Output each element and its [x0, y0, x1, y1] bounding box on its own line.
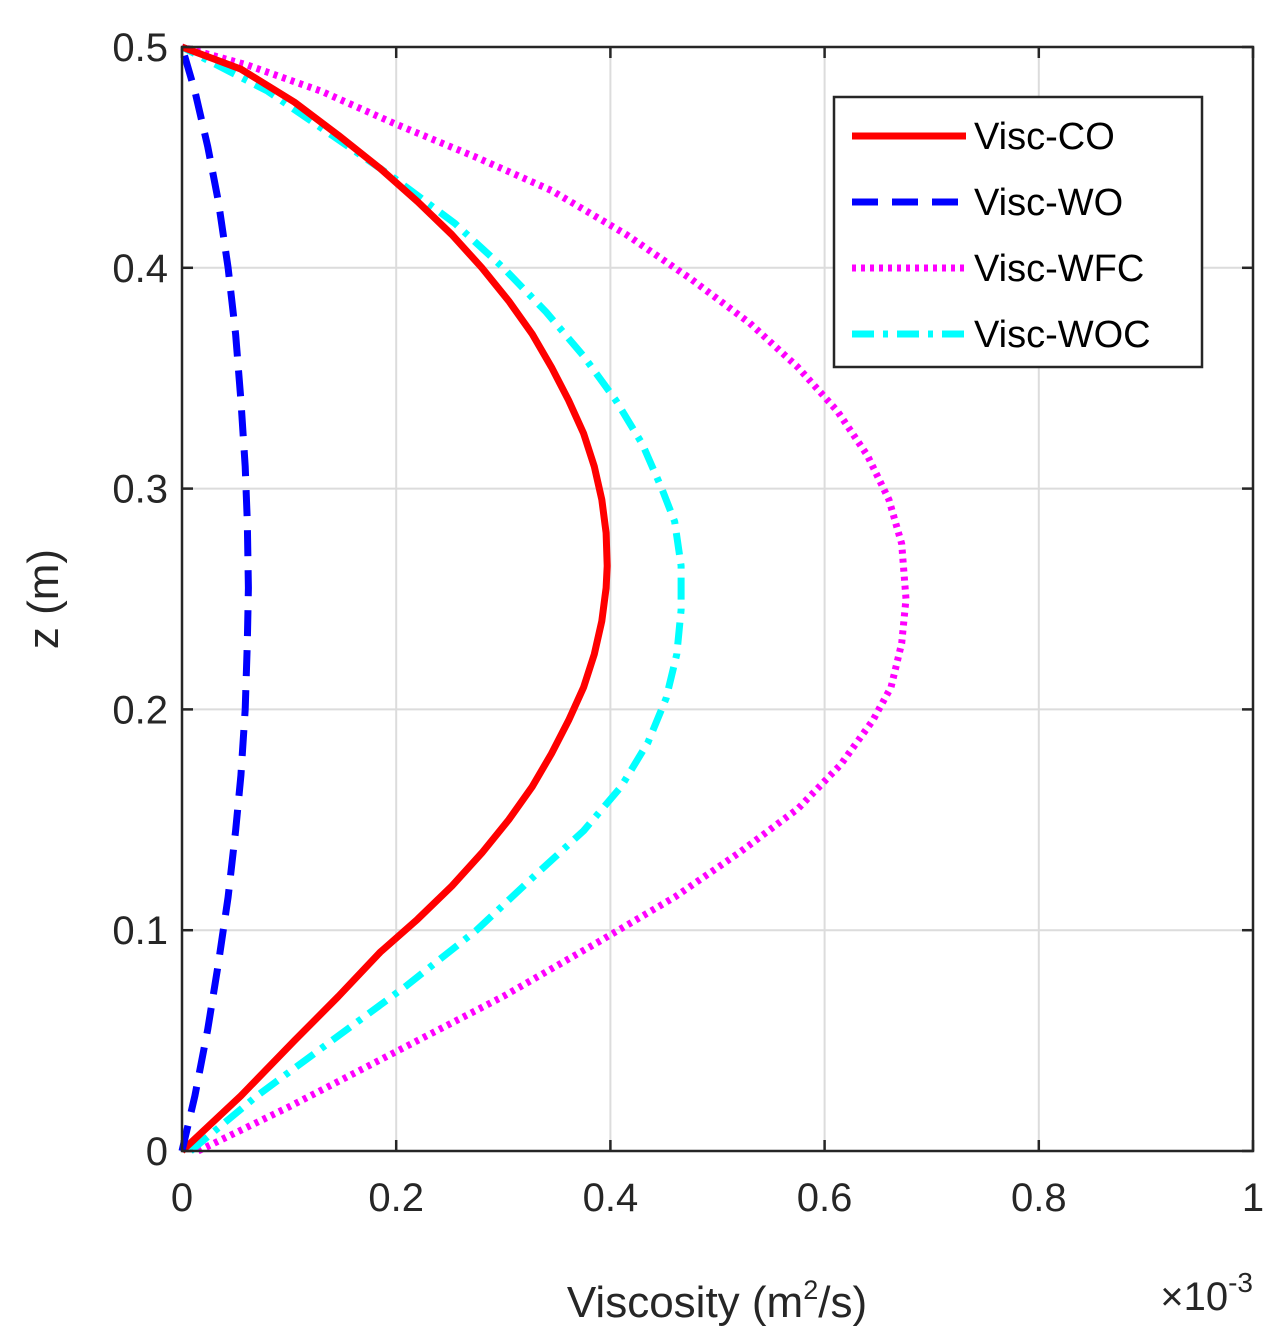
y-tick-label: 0	[146, 1130, 168, 1174]
series-layer	[178, 43, 910, 1155]
legend-label-visc-woc: Visc-WOC	[974, 314, 1151, 356]
x-tick-label: 1	[1242, 1176, 1264, 1220]
legend-label-visc-wo: Visc-WO	[974, 182, 1123, 224]
legend-box	[832, 95, 1204, 369]
x-axis-multiplier: ×10-3	[1160, 1267, 1253, 1319]
x-tick-label: 0	[171, 1176, 193, 1220]
y-tick-label: 0.4	[112, 247, 168, 291]
x-axis-label: Viscosity (m2/s)	[567, 1275, 867, 1327]
tick-layer	[180, 45, 1255, 1153]
legend-items: Visc-CO Visc-WO Visc-WFC Visc-WOC	[852, 116, 1151, 356]
y-tick-label: 0.1	[112, 909, 168, 953]
legend-label-visc-wfc: Visc-WFC	[974, 248, 1144, 290]
series-line-visc-wo	[178, 46, 252, 1152]
legend: Visc-CO Visc-WO Visc-WFC Visc-WOC	[832, 95, 1204, 369]
series-line-visc-wfc	[181, 43, 910, 1155]
y-tick-label: 0.2	[112, 688, 168, 732]
ticklabel-layer: 0 0.2 0.4 0.6 0.8 1 0 0.1 0.2 0.3 0.4 0.5	[112, 26, 1264, 1220]
x-tick-label: 0.4	[583, 1176, 639, 1220]
x-tick-label: 0.6	[797, 1176, 853, 1220]
series-line-visc-woc	[180, 43, 685, 1154]
y-tick-label: 0.3	[112, 468, 168, 512]
y-tick-label: 0.5	[112, 26, 168, 70]
x-tick-label: 0.2	[368, 1176, 424, 1220]
plot-area-frame	[180, 45, 1255, 1153]
y-axis-label: z (m)	[19, 549, 68, 649]
legend-label-visc-co: Visc-CO	[974, 116, 1115, 158]
x-tick-label: 0.8	[1011, 1176, 1067, 1220]
series-line-visc-co	[179, 43, 611, 1154]
